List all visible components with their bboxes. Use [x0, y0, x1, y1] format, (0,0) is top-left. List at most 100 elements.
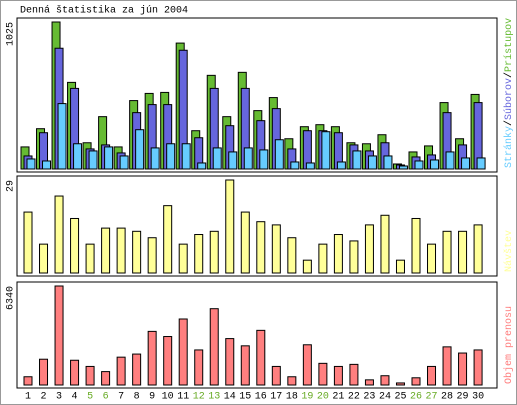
bar	[287, 237, 297, 274]
x-tick-label: 22	[348, 392, 360, 403]
x-tick-label: 20	[317, 392, 329, 403]
bar	[290, 161, 300, 170]
bar	[271, 224, 281, 274]
bar	[73, 143, 83, 170]
bar	[352, 150, 362, 170]
bar	[228, 151, 238, 170]
bar	[411, 377, 421, 386]
x-tick-label: 13	[208, 392, 220, 403]
bar	[383, 155, 393, 170]
bar	[225, 338, 235, 386]
legend-entry: Stránky	[503, 126, 515, 168]
bar	[349, 240, 359, 274]
bar	[194, 234, 204, 274]
bar	[414, 160, 424, 170]
legend-separator: /	[503, 72, 515, 78]
bar	[240, 345, 250, 386]
bar	[26, 158, 36, 170]
bar	[101, 227, 111, 274]
bar	[194, 349, 204, 386]
bar	[54, 195, 64, 274]
x-tick-label: 21	[332, 392, 344, 403]
x-tick-label: 12	[193, 392, 205, 403]
bar	[458, 230, 468, 274]
bar	[302, 259, 312, 274]
bar	[85, 243, 95, 274]
bar	[147, 330, 157, 386]
bar	[259, 149, 269, 170]
bar	[442, 230, 452, 274]
x-tick-label: 29	[457, 392, 469, 403]
bar	[430, 159, 440, 170]
bar	[70, 359, 80, 386]
x-tick-label: 11	[177, 392, 189, 403]
bar	[135, 129, 145, 170]
bar	[256, 221, 266, 274]
bar	[119, 155, 129, 170]
bar	[147, 237, 157, 274]
x-tick-label: 19	[301, 392, 313, 403]
x-tick-label: 5	[87, 392, 93, 403]
bar	[302, 344, 312, 386]
x-tick-label: 8	[134, 392, 140, 403]
bar	[364, 379, 374, 386]
bar	[336, 161, 346, 170]
x-tick-label: 15	[239, 392, 251, 403]
bar	[367, 155, 377, 170]
bar	[274, 139, 284, 170]
bar	[116, 227, 126, 274]
legend-entry: Súborov	[503, 78, 515, 120]
x-tick-label: 10	[162, 392, 174, 403]
bar	[101, 371, 111, 386]
bar	[163, 336, 173, 386]
bar	[442, 346, 452, 386]
bar	[473, 349, 483, 386]
bar	[395, 382, 405, 386]
bar	[271, 365, 281, 386]
bar	[42, 160, 52, 170]
bar	[197, 162, 207, 170]
x-tick-label: 25	[394, 392, 406, 403]
x-tick-label: 1	[25, 392, 31, 403]
bar	[39, 243, 49, 274]
bar	[178, 318, 188, 386]
bar	[398, 165, 408, 170]
y-tick-label: 6340	[6, 286, 17, 310]
bar	[209, 230, 219, 274]
x-tick-label: 6	[103, 392, 109, 403]
bar	[427, 365, 437, 386]
bar	[287, 376, 297, 386]
bar	[473, 224, 483, 274]
bar	[364, 224, 374, 274]
bar	[256, 329, 266, 386]
bar	[445, 151, 455, 170]
y-tick-label: 1025	[6, 22, 17, 46]
x-tick-label: 26	[410, 392, 422, 403]
bar	[166, 143, 176, 170]
bar	[380, 375, 390, 386]
x-tick-label: 4	[72, 392, 78, 403]
bar	[150, 147, 160, 170]
bar	[70, 217, 80, 274]
bar	[181, 143, 191, 170]
bar	[54, 285, 64, 386]
bar	[88, 150, 98, 170]
x-tick-label: 7	[118, 392, 124, 403]
bar	[85, 365, 95, 386]
bar	[305, 162, 315, 170]
bar	[411, 217, 421, 274]
bar	[333, 234, 343, 274]
x-tick-label: 2	[41, 392, 47, 403]
x-tick-label: 23	[363, 392, 375, 403]
bar	[458, 352, 468, 386]
y-tick-label: 29	[6, 180, 17, 192]
x-tick-label: 3	[56, 392, 62, 403]
bar	[39, 358, 49, 386]
bar	[380, 214, 390, 274]
x-tick-label: 27	[426, 392, 438, 403]
bar	[240, 211, 250, 274]
bar	[57, 103, 67, 170]
chart-title: Denná štatistika za jún 2004	[20, 5, 188, 17]
bar	[104, 146, 114, 170]
legend-separator: /	[503, 120, 515, 126]
